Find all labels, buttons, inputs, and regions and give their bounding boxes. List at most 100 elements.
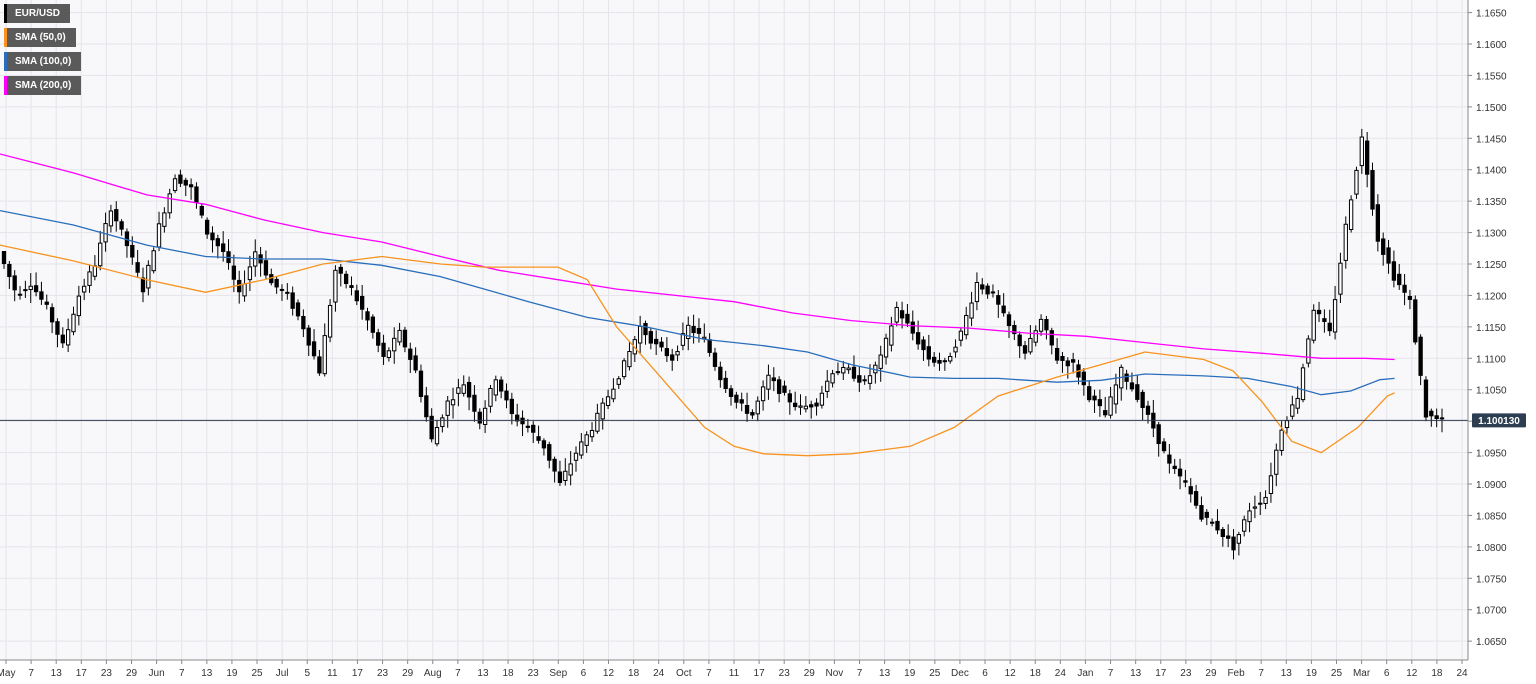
candle-bearish xyxy=(1204,511,1209,518)
candle-bullish xyxy=(1359,136,1364,167)
candle-bearish xyxy=(1215,520,1220,531)
candle-bearish xyxy=(744,404,750,414)
y-tick-label: 1.1350 xyxy=(1476,197,1507,208)
candle-bearish xyxy=(140,277,146,293)
x-tick-label: 7 xyxy=(179,668,185,679)
candle-bearish xyxy=(782,385,787,393)
candle-bullish xyxy=(108,210,114,227)
candle-bullish xyxy=(803,405,809,410)
candle-bullish xyxy=(1242,519,1247,532)
y-tick-label: 1.0950 xyxy=(1476,449,1507,460)
candle-bullish xyxy=(1332,299,1338,333)
candle-bullish xyxy=(627,351,632,368)
candle-bullish xyxy=(87,271,92,286)
x-tick-label: 23 xyxy=(528,668,540,679)
candle-bearish xyxy=(413,355,418,371)
candle-bearish xyxy=(915,332,921,345)
candle-bullish xyxy=(92,265,98,277)
candle-bullish xyxy=(488,387,493,407)
candle-bullish xyxy=(948,356,953,362)
candle-bullish xyxy=(637,325,643,344)
candle-bullish xyxy=(605,396,611,406)
candle-bearish xyxy=(188,184,194,188)
grid-lines xyxy=(0,0,1468,660)
candle-bullish xyxy=(883,337,889,358)
candle-bullish xyxy=(1028,337,1033,353)
candle-bullish xyxy=(819,392,825,406)
legend-item-sma100[interactable]: SMA (100,0) xyxy=(4,52,82,71)
candle-bearish xyxy=(1167,454,1172,464)
x-tick-label: 17 xyxy=(352,668,364,679)
legend-item-sma50[interactable]: SMA (50,0) xyxy=(4,28,81,47)
legend-swatch xyxy=(4,52,7,71)
candle-bearish xyxy=(707,339,712,353)
legend-label: SMA (200,0) xyxy=(7,76,82,95)
candle-bullish xyxy=(392,337,397,352)
candle-bearish xyxy=(787,393,792,403)
candle-bullish xyxy=(579,441,584,456)
candle-bearish xyxy=(862,379,867,382)
candle-bearish xyxy=(306,327,311,346)
legend-swatch xyxy=(4,76,7,95)
x-tick-label: 13 xyxy=(1130,668,1142,679)
candle-bullish xyxy=(1236,534,1242,544)
candle-bearish xyxy=(1199,505,1204,520)
x-tick-label: Oct xyxy=(676,668,692,679)
candle-bullish xyxy=(71,313,76,333)
candle-bearish xyxy=(1386,247,1391,264)
candle-bullish xyxy=(482,407,488,425)
candle-bearish xyxy=(1145,405,1151,415)
candle-bearish xyxy=(899,310,905,319)
candle-bearish xyxy=(1188,486,1193,495)
candle-bearish xyxy=(771,377,776,382)
candle-bearish xyxy=(1316,309,1322,315)
candle-bullish xyxy=(333,269,338,303)
candle-bullish xyxy=(958,330,964,341)
candle-bearish xyxy=(466,381,472,398)
candle-bearish xyxy=(360,295,365,310)
candle-bearish xyxy=(1060,356,1065,361)
x-tick-label: Jul xyxy=(276,668,289,679)
candle-bullish xyxy=(167,193,172,214)
x-tick-label: 25 xyxy=(251,668,263,679)
x-tick-label: 13 xyxy=(1281,668,1293,679)
y-tick-label: 1.1250 xyxy=(1476,260,1507,271)
x-tick-label: 12 xyxy=(603,668,615,679)
candle-bearish xyxy=(718,366,723,381)
candle-bearish xyxy=(525,425,531,428)
candle-bearish xyxy=(424,395,429,418)
candle-bearish xyxy=(295,302,301,317)
legend-item-eurusd[interactable]: EUR/USD xyxy=(4,4,81,23)
legend-item-sma200[interactable]: SMA (200,0) xyxy=(4,76,82,95)
candle-bullish xyxy=(151,250,156,272)
y-tick-label: 1.1150 xyxy=(1476,323,1506,334)
candle-bullish xyxy=(1311,309,1316,341)
candle-bearish xyxy=(7,263,12,278)
y-tick-label: 1.1650 xyxy=(1476,9,1507,20)
candle-bearish xyxy=(1258,502,1263,505)
candle-bullish xyxy=(247,266,253,281)
x-tick-label: Jun xyxy=(149,668,165,679)
candle-bearish xyxy=(1161,441,1167,452)
candle-bullish xyxy=(563,470,568,481)
candle-bearish xyxy=(1407,295,1413,300)
candle-bearish xyxy=(183,179,188,186)
x-tick-label: Dec xyxy=(951,668,969,679)
candle-bearish xyxy=(178,174,183,184)
candle-bullish xyxy=(1338,262,1343,295)
candle-bearish xyxy=(664,348,670,357)
candle-bearish xyxy=(1044,318,1049,331)
candle-bearish xyxy=(712,352,718,367)
candle-bearish xyxy=(1397,273,1402,286)
x-tick-label: 23 xyxy=(377,668,389,679)
candle-bearish xyxy=(985,285,990,295)
candle-bullish xyxy=(23,289,28,292)
y-tick-label: 1.1500 xyxy=(1476,103,1507,114)
candle-bearish xyxy=(221,243,226,252)
candle-bearish xyxy=(1017,334,1022,347)
candle-bearish xyxy=(1103,410,1108,416)
x-tick-label: 29 xyxy=(402,668,414,679)
candle-bearish xyxy=(1177,468,1183,477)
y-tick-label: 1.0650 xyxy=(1476,637,1507,648)
